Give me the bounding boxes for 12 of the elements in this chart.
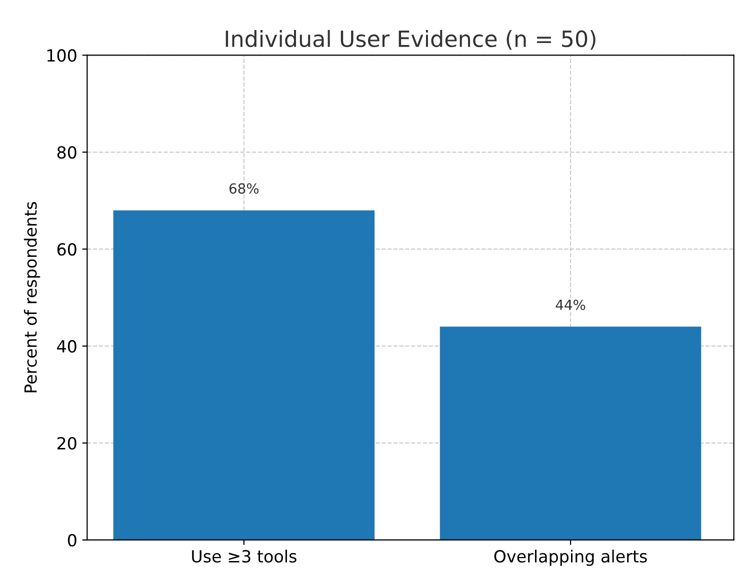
y-tick-label: 80 — [57, 146, 76, 159]
y-tick-label: 60 — [57, 243, 76, 256]
data-label: 68% — [229, 183, 259, 194]
x-tick-label: Use ≥3 tools — [192, 550, 296, 563]
y-tick-label: 20 — [57, 436, 76, 450]
data-label: 44% — [556, 300, 586, 310]
chart-title: Individual User Evidence (n = 50) — [226, 30, 596, 50]
y-tick-label: 100 — [47, 49, 76, 62]
x-tick-label: Overlapping alerts — [494, 550, 647, 566]
y-tick-label: 0 — [68, 534, 76, 547]
y-tick-label: 40 — [57, 340, 76, 353]
y-axis-title: Percent of respondents — [24, 202, 40, 392]
